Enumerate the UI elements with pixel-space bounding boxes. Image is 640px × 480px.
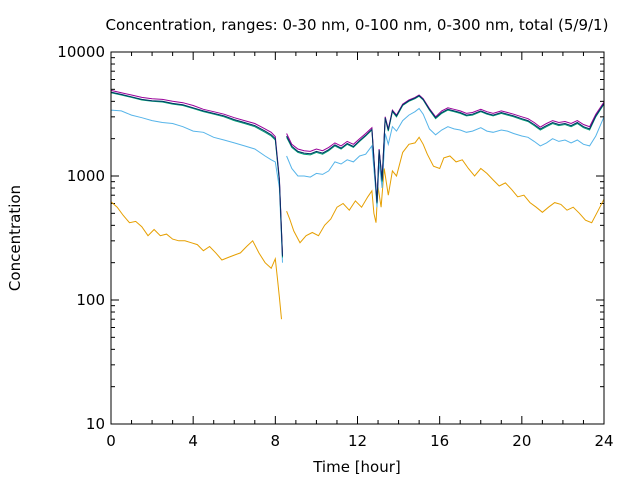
x-tick-label: 4 bbox=[188, 432, 198, 450]
y-tick-label: 100 bbox=[76, 291, 105, 309]
y-tick-label: 1000 bbox=[67, 167, 105, 185]
chart-title: Concentration, ranges: 0-30 nm, 0-100 nm… bbox=[106, 16, 609, 34]
x-tick-label: 0 bbox=[106, 432, 116, 450]
series-line-2 bbox=[110, 109, 283, 263]
series-lines bbox=[110, 89, 605, 320]
series-line-4 bbox=[110, 89, 283, 256]
series-line-3 bbox=[286, 95, 605, 204]
series-line-3 bbox=[110, 92, 283, 258]
series-line-2 bbox=[286, 107, 605, 208]
y-tick-label: 10000 bbox=[57, 43, 105, 61]
x-tick-label: 20 bbox=[512, 432, 531, 450]
x-tick-label: 16 bbox=[430, 432, 449, 450]
series-line-1 bbox=[286, 136, 605, 244]
x-tick-label: 8 bbox=[271, 432, 281, 450]
series-line-5 bbox=[110, 91, 283, 257]
y-tick-label: 10 bbox=[86, 415, 105, 433]
y-axis-label: Concentration bbox=[6, 185, 24, 291]
series-line-5 bbox=[286, 94, 605, 203]
x-tick-label: 24 bbox=[594, 432, 613, 450]
series-line-1 bbox=[110, 201, 282, 320]
x-axis-label: Time [hour] bbox=[312, 458, 401, 476]
x-tick-label: 12 bbox=[348, 432, 367, 450]
axis-ticks: 0 4 8 12 16 20 24 10 100 1000 10000 bbox=[57, 43, 613, 450]
plot-frame bbox=[110, 51, 605, 425]
